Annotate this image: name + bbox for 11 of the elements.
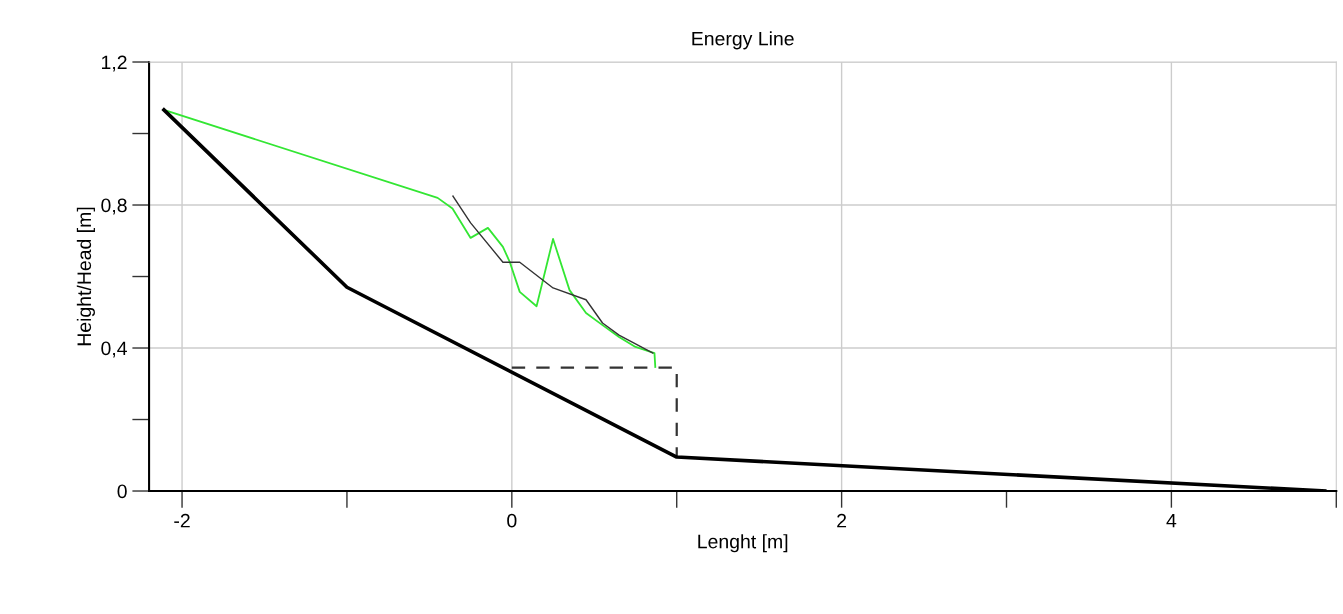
y-tick-label: 1,2: [102, 55, 127, 72]
y-axis-title: Height/Head [m]: [76, 207, 95, 346]
y-tick-label: 0,4: [101, 341, 127, 358]
y-tick-label: 0: [117, 484, 127, 499]
chart-title: Energy Line: [692, 31, 794, 50]
x-tick-label: 0: [507, 513, 517, 528]
x-tick-label: -2: [174, 513, 190, 528]
x-axis-title: Lenght [m]: [698, 534, 788, 553]
x-tick-label: 2: [837, 513, 847, 528]
y-tick-label: 0,8: [101, 198, 127, 215]
x-tick-label: 4: [1166, 513, 1177, 528]
